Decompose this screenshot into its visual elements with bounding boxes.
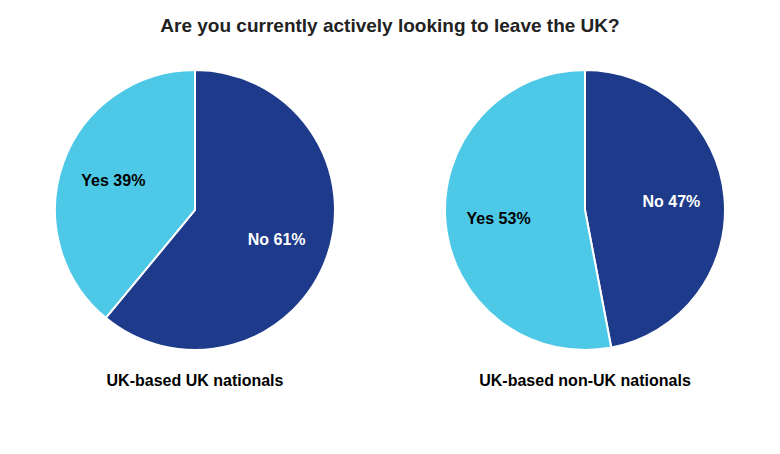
slice [55,70,195,318]
subtitle: UK-based UK nationals [107,372,284,389]
data-labels: No 61% Yes 39% [81,172,305,248]
chart: Are you currently actively looking to le… [0,0,780,454]
data-label: Yes 53% [467,210,531,227]
slices [55,70,335,350]
pie: No 61% Yes 39% [55,70,335,350]
subtitle: UK-based non-UK nationals [479,372,691,389]
data-label: No 61% [248,231,306,248]
data-label: No 47% [643,193,701,210]
pie: No 47% Yes 53% [445,70,725,350]
data-label: Yes 39% [81,172,145,189]
data-labels: No 47% Yes 53% [467,193,701,226]
title: Are you currently actively looking to le… [160,15,619,36]
slices [445,70,725,350]
slice [445,70,611,350]
slice [585,70,725,348]
